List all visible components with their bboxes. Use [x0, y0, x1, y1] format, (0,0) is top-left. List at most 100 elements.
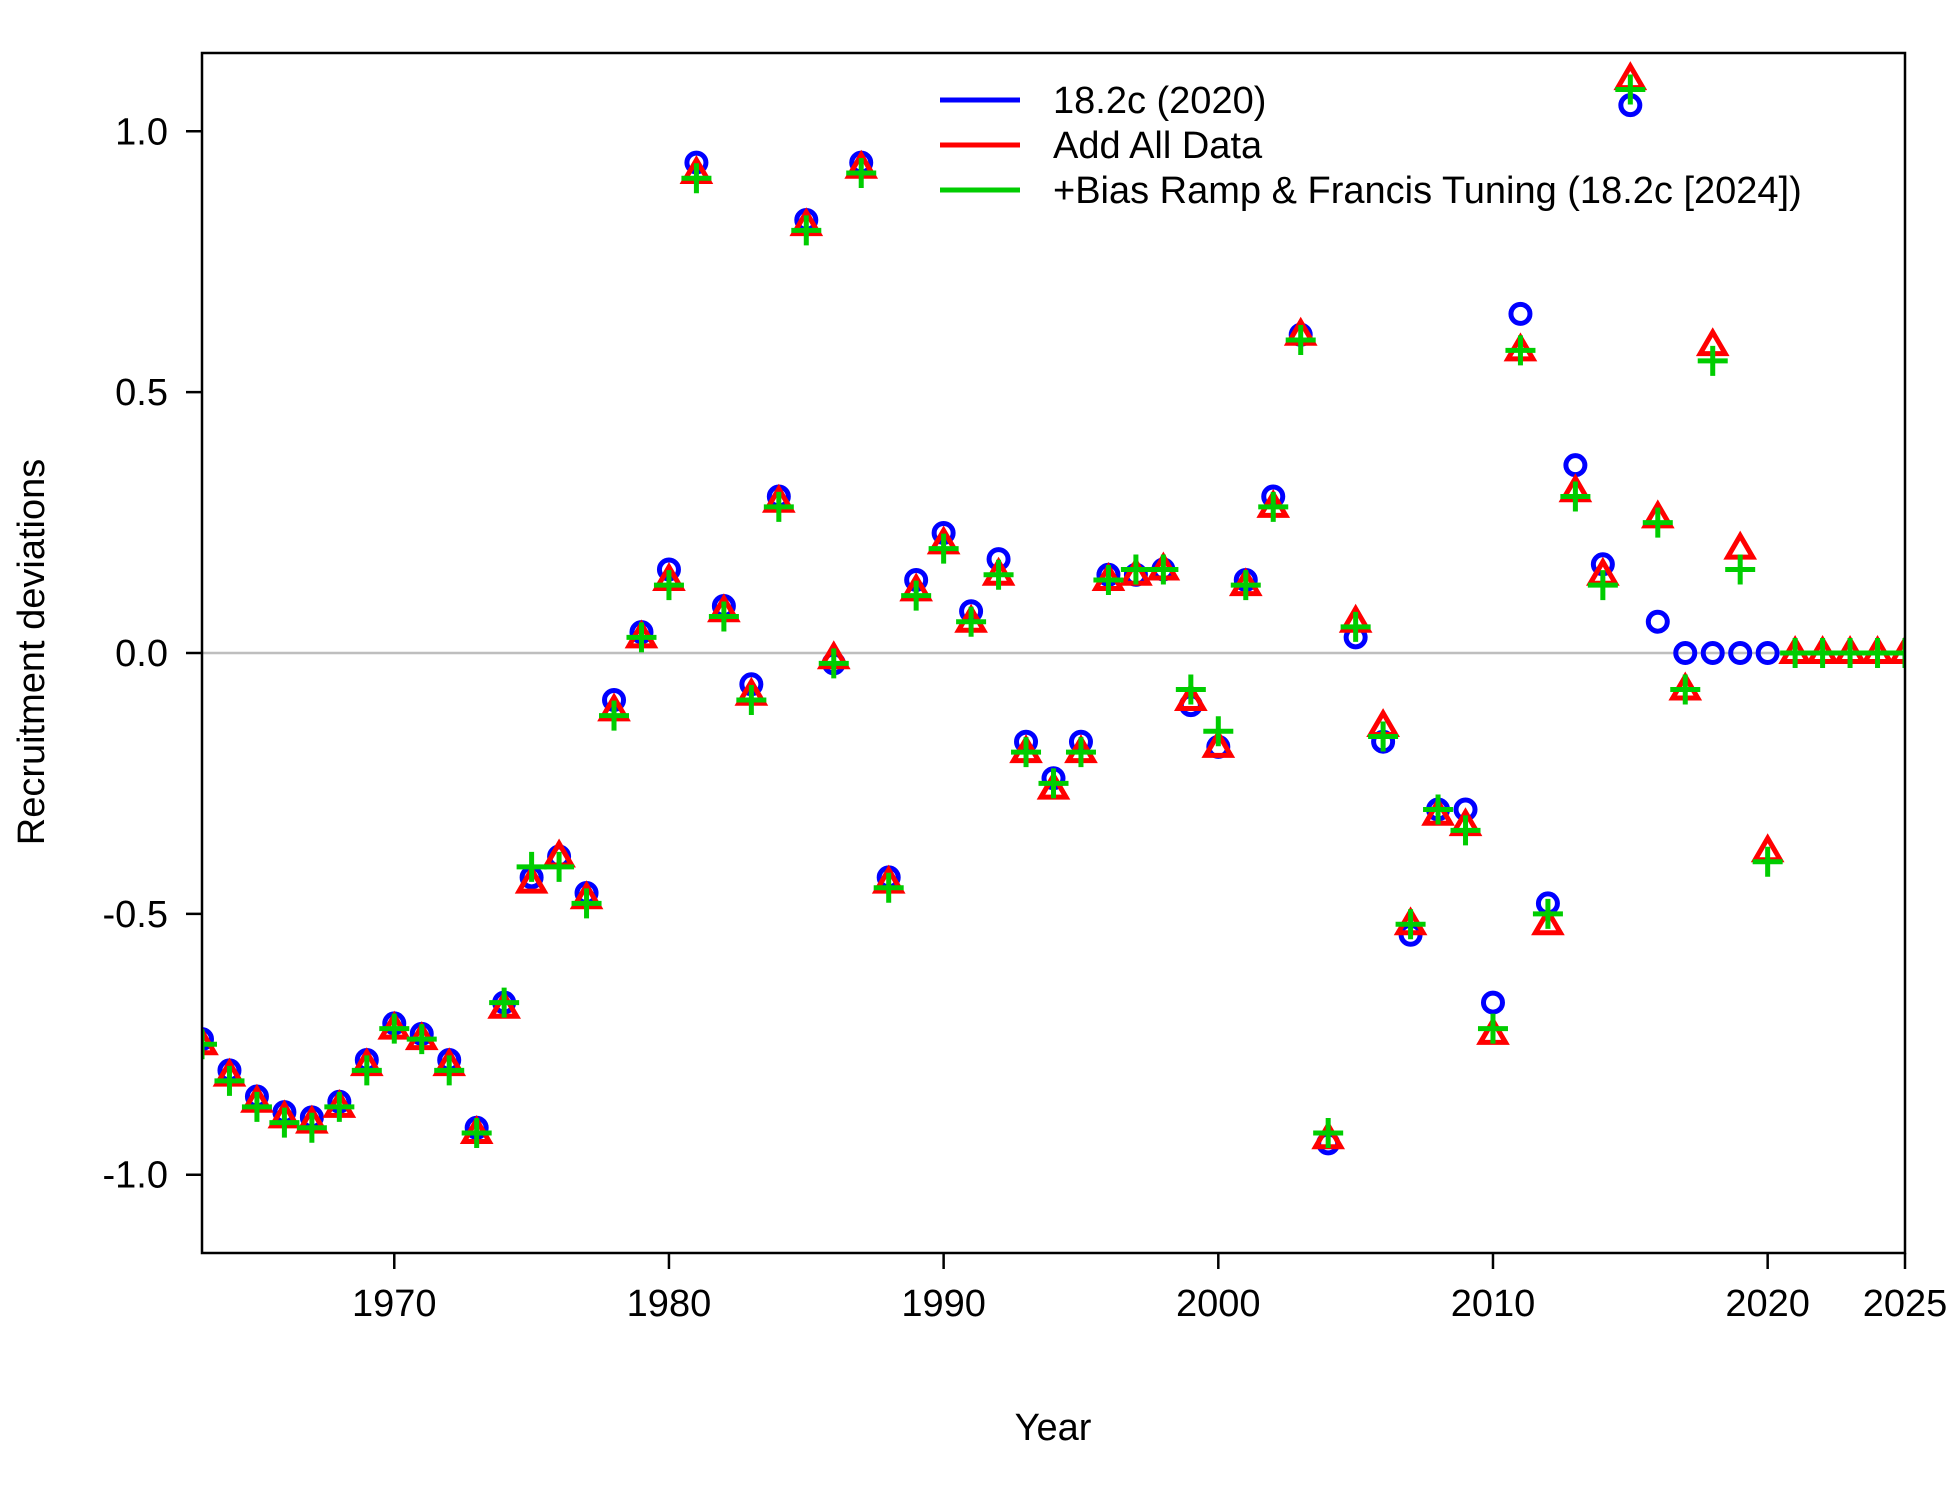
data-point	[1201, 728, 1236, 758]
data-point	[626, 622, 657, 653]
data-point	[1285, 324, 1316, 355]
data-point	[516, 851, 547, 882]
x-tick-label: 1980	[627, 1283, 712, 1325]
data-point	[514, 864, 549, 894]
data-point	[544, 851, 575, 882]
data-point	[708, 601, 739, 632]
data-point	[1752, 846, 1783, 877]
data-point	[1011, 737, 1042, 768]
data-point	[1697, 345, 1728, 376]
data-point	[791, 215, 822, 246]
data-point	[1505, 335, 1536, 366]
y-tick-label: 0.0	[115, 633, 168, 675]
y-tick-label: 1.0	[115, 111, 168, 153]
data-point	[681, 163, 712, 194]
data-point	[461, 1118, 492, 1148]
x-tick-label: 2000	[1176, 1283, 1261, 1325]
data-point	[1120, 554, 1151, 585]
data-point	[1423, 794, 1454, 825]
data-point	[1203, 716, 1234, 747]
data-point	[1368, 721, 1399, 752]
data-point	[1313, 1118, 1344, 1148]
legend-label: +Bias Ramp & Francis Tuning (18.2c [2024…	[1053, 170, 1802, 212]
data-point	[846, 158, 877, 188]
data-point	[1673, 641, 1698, 665]
data-point	[1615, 74, 1646, 105]
data-point	[351, 1055, 382, 1086]
data-point	[1531, 906, 1565, 936]
data-point	[379, 1013, 410, 1044]
data-point	[1725, 554, 1756, 585]
data-point	[1728, 641, 1753, 665]
data-point	[1065, 737, 1096, 768]
x-tick-label: 2025	[1863, 1283, 1948, 1325]
data-point	[1148, 554, 1179, 585]
data-point	[1670, 674, 1701, 705]
data-point	[1395, 909, 1426, 940]
data-point	[1755, 641, 1780, 665]
legend: 18.2c (2020)Add All Data+Bias Ramp & Fra…	[940, 80, 1802, 212]
series-1	[202, 93, 1780, 1156]
x-tick-label: 1990	[901, 1283, 986, 1325]
data-point	[214, 1065, 245, 1096]
data-point	[1642, 507, 1673, 538]
data-point	[1038, 768, 1069, 799]
x-axis-title: Year	[1015, 1407, 1092, 1449]
data-point	[901, 580, 932, 611]
data-point	[1862, 638, 1893, 668]
y-tick-label: -0.5	[103, 894, 168, 936]
axes-layer: 1970 1980 1990 2000 2010 2020 2025 -1.0 -0.5 0.0 0…	[103, 51, 1948, 1325]
data-point	[489, 987, 520, 1018]
data-point	[202, 1029, 217, 1060]
legend-label: 18.2c (2020)	[1053, 80, 1266, 122]
series-3	[202, 74, 1905, 1148]
data-point	[1340, 611, 1371, 642]
data-points-layer	[202, 61, 1905, 1156]
legend-entry: Add All Data	[940, 125, 1263, 167]
data-point	[1645, 609, 1670, 634]
data-point	[1532, 898, 1563, 929]
data-point	[1723, 530, 1758, 560]
data-point	[736, 684, 767, 715]
data-point	[269, 1107, 300, 1138]
legend-entry: 18.2c (2020)	[940, 80, 1266, 122]
data-point	[956, 606, 987, 637]
data-point	[1175, 674, 1206, 705]
data-point	[983, 559, 1014, 590]
data-point	[1477, 1013, 1508, 1044]
y-axis-title: Recruitment deviations	[11, 459, 53, 846]
y-tick-label: 0.5	[115, 372, 168, 414]
data-point	[406, 1024, 437, 1055]
data-point	[1450, 815, 1481, 846]
data-point	[241, 1091, 272, 1122]
y-tick-label: -1.0	[103, 1155, 168, 1197]
data-point	[1700, 641, 1725, 665]
data-point	[1780, 638, 1811, 668]
data-point	[1587, 570, 1618, 601]
data-point	[324, 1091, 355, 1122]
data-point	[763, 491, 794, 522]
data-point	[1480, 990, 1505, 1015]
data-point	[1560, 481, 1591, 512]
data-point	[1563, 453, 1588, 478]
data-point	[653, 570, 684, 601]
legend-entry: +Bias Ramp & Francis Tuning (18.2c [2024…	[940, 170, 1802, 212]
data-point	[1258, 491, 1289, 522]
data-point	[1890, 638, 1905, 668]
data-point	[1807, 638, 1838, 668]
data-point	[296, 1112, 327, 1143]
x-tick-label: 2010	[1451, 1283, 1536, 1325]
data-point	[818, 648, 849, 679]
data-point	[1230, 570, 1261, 601]
legend-label: Add All Data	[1053, 125, 1263, 167]
x-tick-label: 2020	[1725, 1283, 1810, 1325]
x-tick-label: 1970	[352, 1283, 437, 1325]
data-point	[1835, 638, 1866, 668]
data-point	[1093, 564, 1124, 595]
data-point	[1173, 681, 1208, 711]
data-point	[928, 533, 959, 564]
data-point	[434, 1055, 465, 1086]
series-2	[202, 61, 1905, 1150]
data-point	[571, 888, 602, 919]
